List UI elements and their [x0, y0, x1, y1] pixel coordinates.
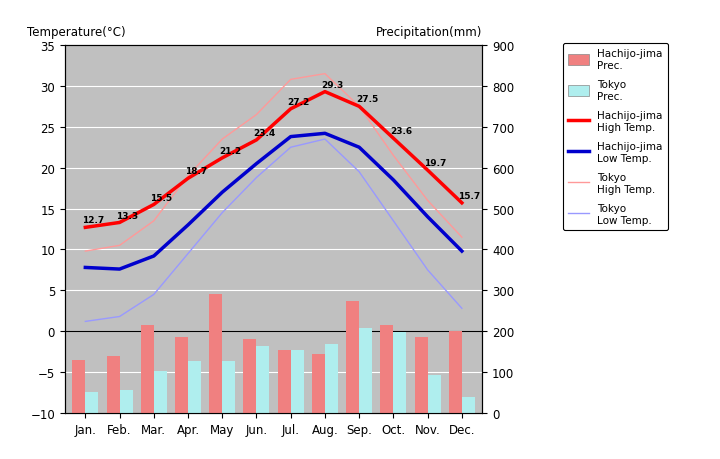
Bar — [278, 350, 291, 413]
Bar — [188, 361, 201, 413]
Text: 29.3: 29.3 — [322, 80, 343, 90]
Text: 21.2: 21.2 — [219, 146, 241, 156]
Legend: Hachijo-jima
Prec., Tokyo
Prec., Hachijo-jima
High Temp., Hachijo-jima
Low Temp.: Hachijo-jima Prec., Tokyo Prec., Hachijo… — [563, 44, 667, 230]
Bar — [72, 360, 86, 413]
Bar — [107, 356, 120, 413]
Bar — [393, 333, 406, 413]
Text: 18.7: 18.7 — [184, 167, 207, 176]
Bar — [154, 371, 167, 413]
Bar — [449, 331, 462, 413]
Bar — [141, 325, 154, 413]
Text: 23.6: 23.6 — [390, 127, 412, 136]
Text: 19.7: 19.7 — [424, 159, 446, 168]
Text: Temperature(°C): Temperature(°C) — [27, 26, 126, 39]
Bar — [175, 338, 188, 413]
Bar — [462, 397, 475, 413]
Bar — [325, 345, 338, 413]
Bar — [346, 301, 359, 413]
Bar — [243, 340, 256, 413]
Text: 13.3: 13.3 — [116, 211, 138, 220]
Bar — [210, 295, 222, 413]
Text: Precipitation(mm): Precipitation(mm) — [376, 26, 482, 39]
Text: 15.5: 15.5 — [150, 193, 173, 202]
Bar — [86, 392, 99, 413]
Text: 12.7: 12.7 — [82, 216, 104, 225]
Text: 27.5: 27.5 — [356, 95, 378, 104]
Bar — [312, 354, 325, 413]
Bar — [380, 325, 393, 413]
Text: 23.4: 23.4 — [253, 129, 275, 138]
Bar — [428, 375, 441, 413]
Bar — [415, 338, 428, 413]
Bar — [120, 390, 132, 413]
Bar — [256, 346, 269, 413]
Bar — [291, 351, 304, 413]
Text: 27.2: 27.2 — [287, 98, 310, 106]
Bar — [359, 328, 372, 413]
Text: 15.7: 15.7 — [459, 191, 481, 201]
Bar — [222, 361, 235, 413]
